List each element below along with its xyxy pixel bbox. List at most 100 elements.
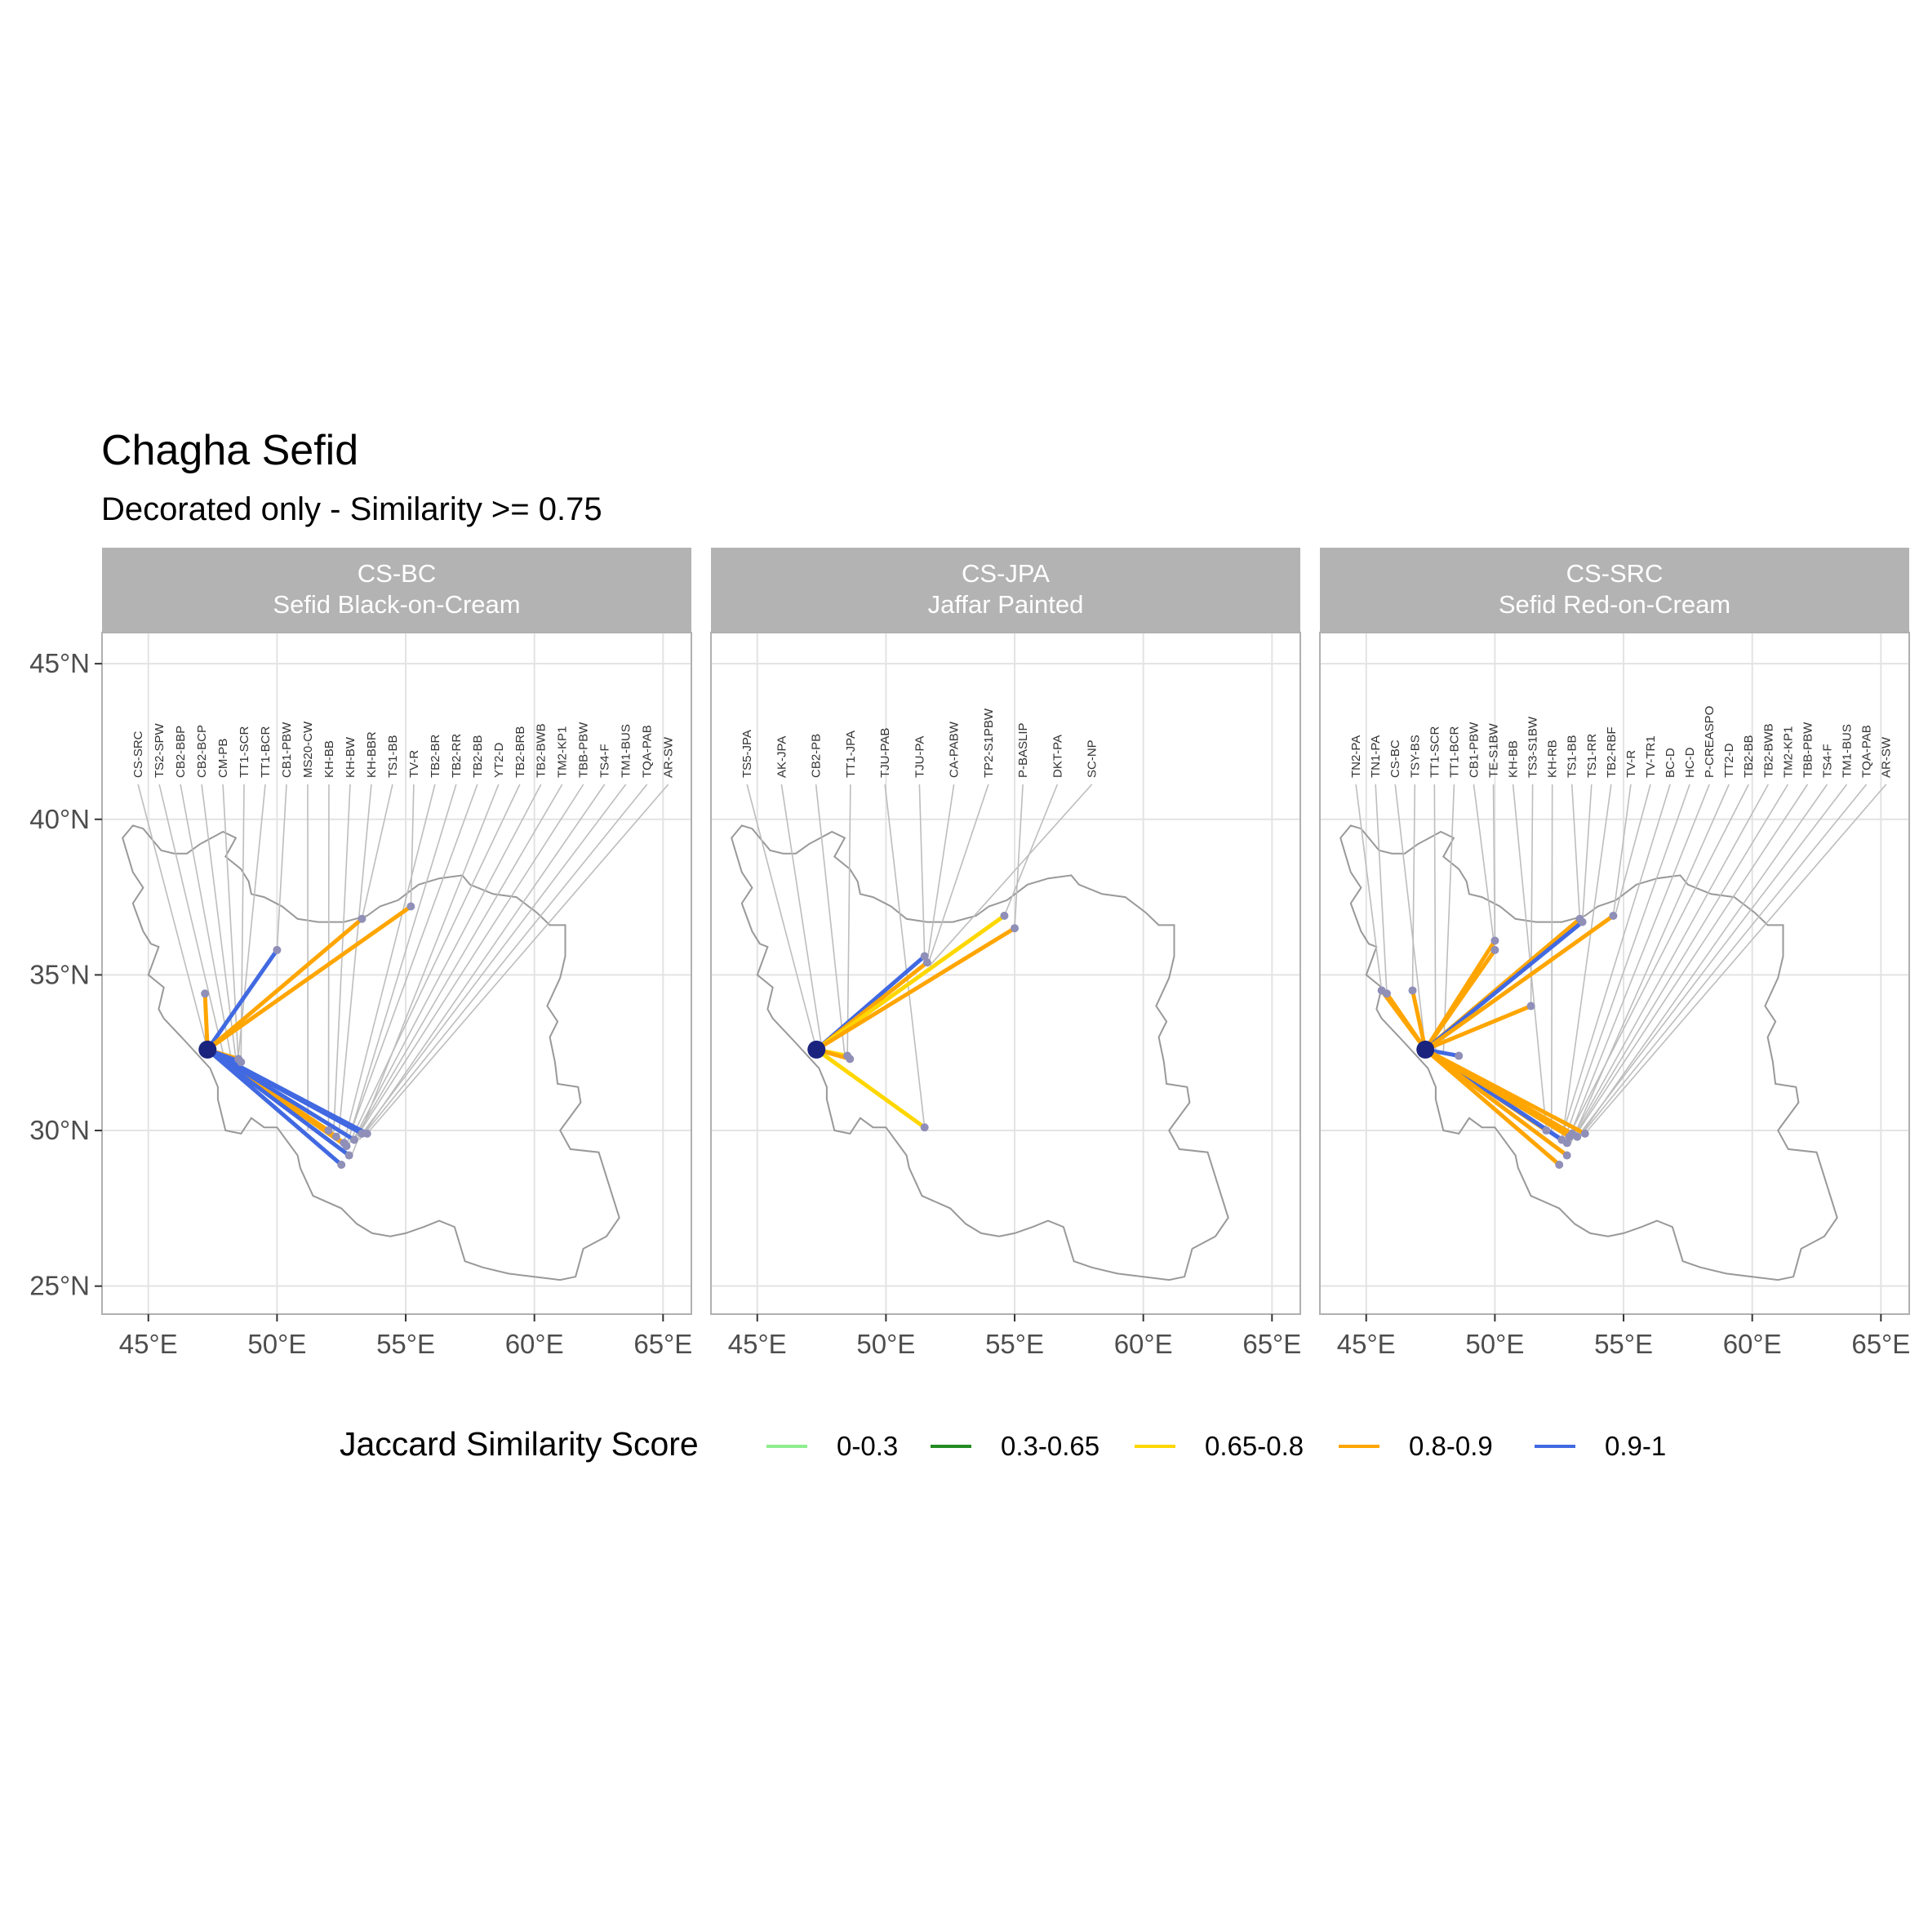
y-tick-label: 35°N xyxy=(29,959,90,989)
origin-site-point xyxy=(1416,1041,1434,1059)
site-point xyxy=(406,903,415,911)
x-tick-label: 45°E xyxy=(119,1329,178,1359)
site-label: TN2-PA xyxy=(1349,735,1363,778)
site-label: AK-JPA xyxy=(775,736,789,778)
legend: Jaccard Similarity Score 0-0.3 0.3-0.65 0.… xyxy=(340,1425,1666,1463)
x-tick-label: 60°E xyxy=(505,1329,564,1359)
site-label: CB1-PBW xyxy=(280,722,294,778)
x-tick-label: 65°E xyxy=(1851,1329,1910,1359)
site-point xyxy=(1555,1161,1563,1169)
site-point xyxy=(846,1055,854,1063)
site-label: TT2-D xyxy=(1722,743,1736,778)
site-label: TB2-RBF xyxy=(1605,726,1619,778)
site-label: TQA-PAB xyxy=(1860,725,1874,778)
site-label: YT2-D xyxy=(492,742,506,778)
site-label: TS5-JPA xyxy=(740,730,754,778)
site-point xyxy=(340,1139,348,1147)
site-label: TV-R xyxy=(1624,750,1638,778)
site-label: TS4-F xyxy=(1820,744,1834,778)
site-label: TN1-PA xyxy=(1369,735,1383,778)
site-point xyxy=(1581,1130,1589,1138)
panel-background xyxy=(711,633,1300,1314)
site-label: TM1-BUS xyxy=(1841,724,1855,778)
site-label: TB2-BRB xyxy=(513,726,527,778)
legend-label: 0.3-0.65 xyxy=(1001,1431,1099,1461)
site-point xyxy=(923,958,931,966)
site-label: CS-BC xyxy=(1388,739,1402,778)
site-point xyxy=(273,946,281,954)
strip-name: Sefid Red-on-Cream xyxy=(1499,590,1730,619)
site-label: TM1-BUS xyxy=(620,724,633,778)
figure-subtitle: Decorated only - Similarity >= 0.75 xyxy=(101,491,602,527)
site-point xyxy=(1579,918,1587,926)
site-point xyxy=(1409,986,1417,994)
site-label: KH-RB xyxy=(1546,739,1560,778)
site-point xyxy=(350,1135,358,1144)
site-label: TS1-BB xyxy=(1566,735,1579,778)
site-label: P-CREASPO xyxy=(1703,706,1717,778)
site-point xyxy=(201,989,209,997)
site-point xyxy=(1573,1133,1581,1141)
x-tick-label: 55°E xyxy=(1594,1329,1653,1359)
x-tick-label: 45°E xyxy=(1337,1329,1396,1359)
site-label: TB2-BR xyxy=(429,734,442,778)
site-label: AR-SW xyxy=(1880,736,1894,778)
site-label: CB2-BBP xyxy=(174,726,188,778)
site-label: KH-BB xyxy=(322,740,336,778)
site-label: TBB-PBW xyxy=(577,722,591,778)
site-label: SC-NP xyxy=(1086,739,1099,778)
site-label: CB2-PB xyxy=(810,734,824,778)
origin-site-point xyxy=(198,1041,216,1059)
site-label: TT1-JPA xyxy=(844,731,858,778)
x-tick-label: 50°E xyxy=(247,1329,306,1359)
site-point xyxy=(921,1123,929,1131)
label-leader-line xyxy=(328,784,329,1130)
x-tick-label: 55°E xyxy=(376,1329,435,1359)
site-label: CM-PB xyxy=(216,739,230,778)
site-label: TB2-RR xyxy=(450,734,464,778)
site-label: TT1-SCR xyxy=(238,726,251,779)
site-label: CB1-PBW xyxy=(1467,722,1481,778)
site-label: TBB-PBW xyxy=(1801,722,1815,778)
x-tick-label: 50°E xyxy=(856,1329,915,1359)
site-point xyxy=(1490,946,1499,954)
site-label: TS4-F xyxy=(598,744,612,778)
site-label: CB2-BCP xyxy=(195,725,209,778)
x-tick-label: 65°E xyxy=(1242,1329,1301,1359)
site-label: BC-D xyxy=(1664,748,1677,778)
site-label: TV-TR1 xyxy=(1644,735,1658,778)
site-label: TJU-PAB xyxy=(878,728,892,778)
legend-title: Jaccard Similarity Score xyxy=(340,1425,699,1463)
site-point xyxy=(1455,1052,1463,1060)
site-label: TSY-BS xyxy=(1408,735,1422,778)
site-point xyxy=(1563,1152,1571,1160)
x-tick-label: 45°E xyxy=(728,1329,787,1359)
x-tick-label: 60°E xyxy=(1723,1329,1782,1359)
y-tick-label: 45°N xyxy=(29,648,90,678)
site-point xyxy=(1383,989,1391,997)
strip-name: Jaffar Painted xyxy=(928,590,1084,619)
legend-label: 0-0.3 xyxy=(837,1431,898,1461)
site-label: TS3-S1BW xyxy=(1526,716,1540,778)
site-label: TB2-BB xyxy=(471,735,485,778)
x-tick-label: 65°E xyxy=(633,1329,692,1359)
panel-background xyxy=(102,633,691,1314)
site-point xyxy=(1527,1002,1535,1010)
strip-code: CS-JPA xyxy=(962,559,1050,588)
legend-label: 0.8-0.9 xyxy=(1409,1431,1493,1461)
site-label: MS20-CW xyxy=(301,721,315,778)
site-label: TS1-RR xyxy=(1585,734,1599,778)
site-label: TV-R xyxy=(407,750,421,778)
strip-code: CS-BC xyxy=(358,559,436,588)
site-label: AR-SW xyxy=(662,736,676,778)
site-point xyxy=(345,1152,353,1160)
site-label: TT1-SCR xyxy=(1428,726,1442,779)
site-point xyxy=(1000,912,1008,920)
site-label: TM2-KP1 xyxy=(1781,726,1795,778)
site-label: CS-SRC xyxy=(131,731,145,778)
